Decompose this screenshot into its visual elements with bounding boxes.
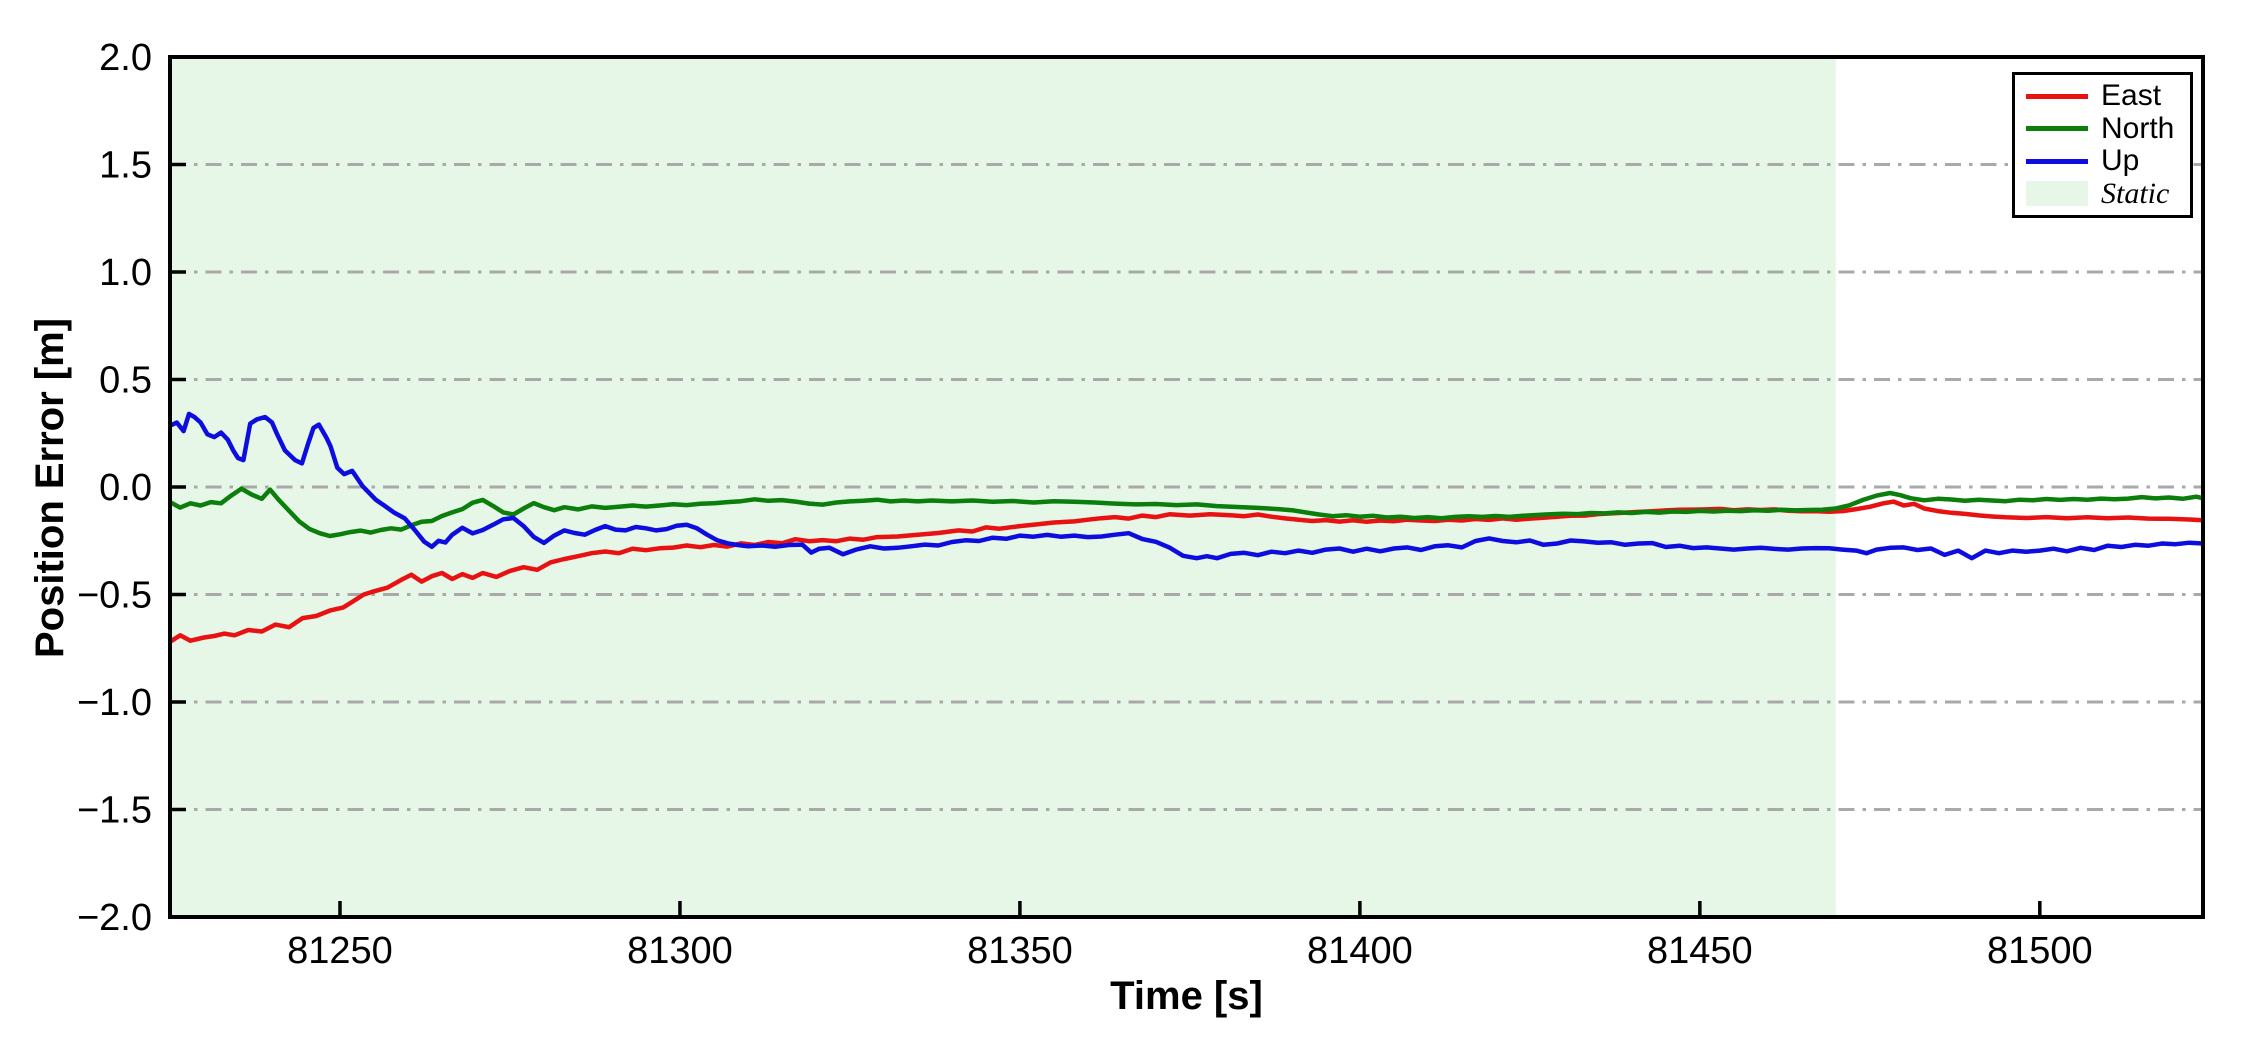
x-axis-label: Time [s]	[1110, 974, 1263, 1018]
x-tick-label: 81500	[1987, 930, 2093, 972]
x-tick-label: 81250	[287, 930, 393, 972]
legend-item-static: Static	[2026, 176, 2186, 210]
up-line-swatch	[2026, 158, 2088, 164]
legend-item-north: North	[2026, 111, 2186, 145]
y-tick-label: −1.0	[77, 682, 152, 724]
y-tick-label: 0.0	[99, 467, 152, 509]
plot-background-layer	[170, 57, 2203, 917]
y-tick-label: 1.5	[99, 145, 152, 187]
series-line-north	[170, 486, 2203, 539]
y-tick-label: 2.0	[99, 37, 152, 79]
x-tick-label: 81450	[1647, 930, 1753, 972]
y-tick-label: −0.5	[77, 575, 152, 617]
legend-label-north: North	[2101, 111, 2175, 145]
north-line-swatch	[2026, 126, 2088, 132]
y-tick-label: −2.0	[77, 897, 152, 939]
series-line-up	[170, 411, 2203, 561]
x-tick-label: 81300	[627, 930, 733, 972]
axes-layer: 81250 81300 81350 81400 81450 81500 2.0 1.5 1.0 0…	[77, 37, 2205, 972]
east-line-swatch	[2026, 93, 2088, 99]
y-tick-label: 1.0	[99, 252, 152, 294]
legend: East North Up Static	[2012, 72, 2193, 218]
legend-item-up: Up	[2026, 144, 2186, 178]
legend-label-up: Up	[2101, 144, 2140, 178]
series-layer	[170, 411, 2203, 645]
x-tick-label: 81400	[1307, 930, 1413, 972]
static-patch-swatch	[2026, 181, 2088, 207]
legend-item-east: East	[2026, 79, 2186, 113]
y-tick-label: −1.5	[77, 790, 152, 832]
legend-label-static: Static	[2101, 176, 2170, 210]
legend-label-east: East	[2101, 79, 2162, 113]
x-tick-label: 81350	[967, 930, 1073, 972]
y-tick-label: 0.5	[99, 360, 152, 402]
y-axis-label: Position Error [m]	[28, 317, 72, 659]
